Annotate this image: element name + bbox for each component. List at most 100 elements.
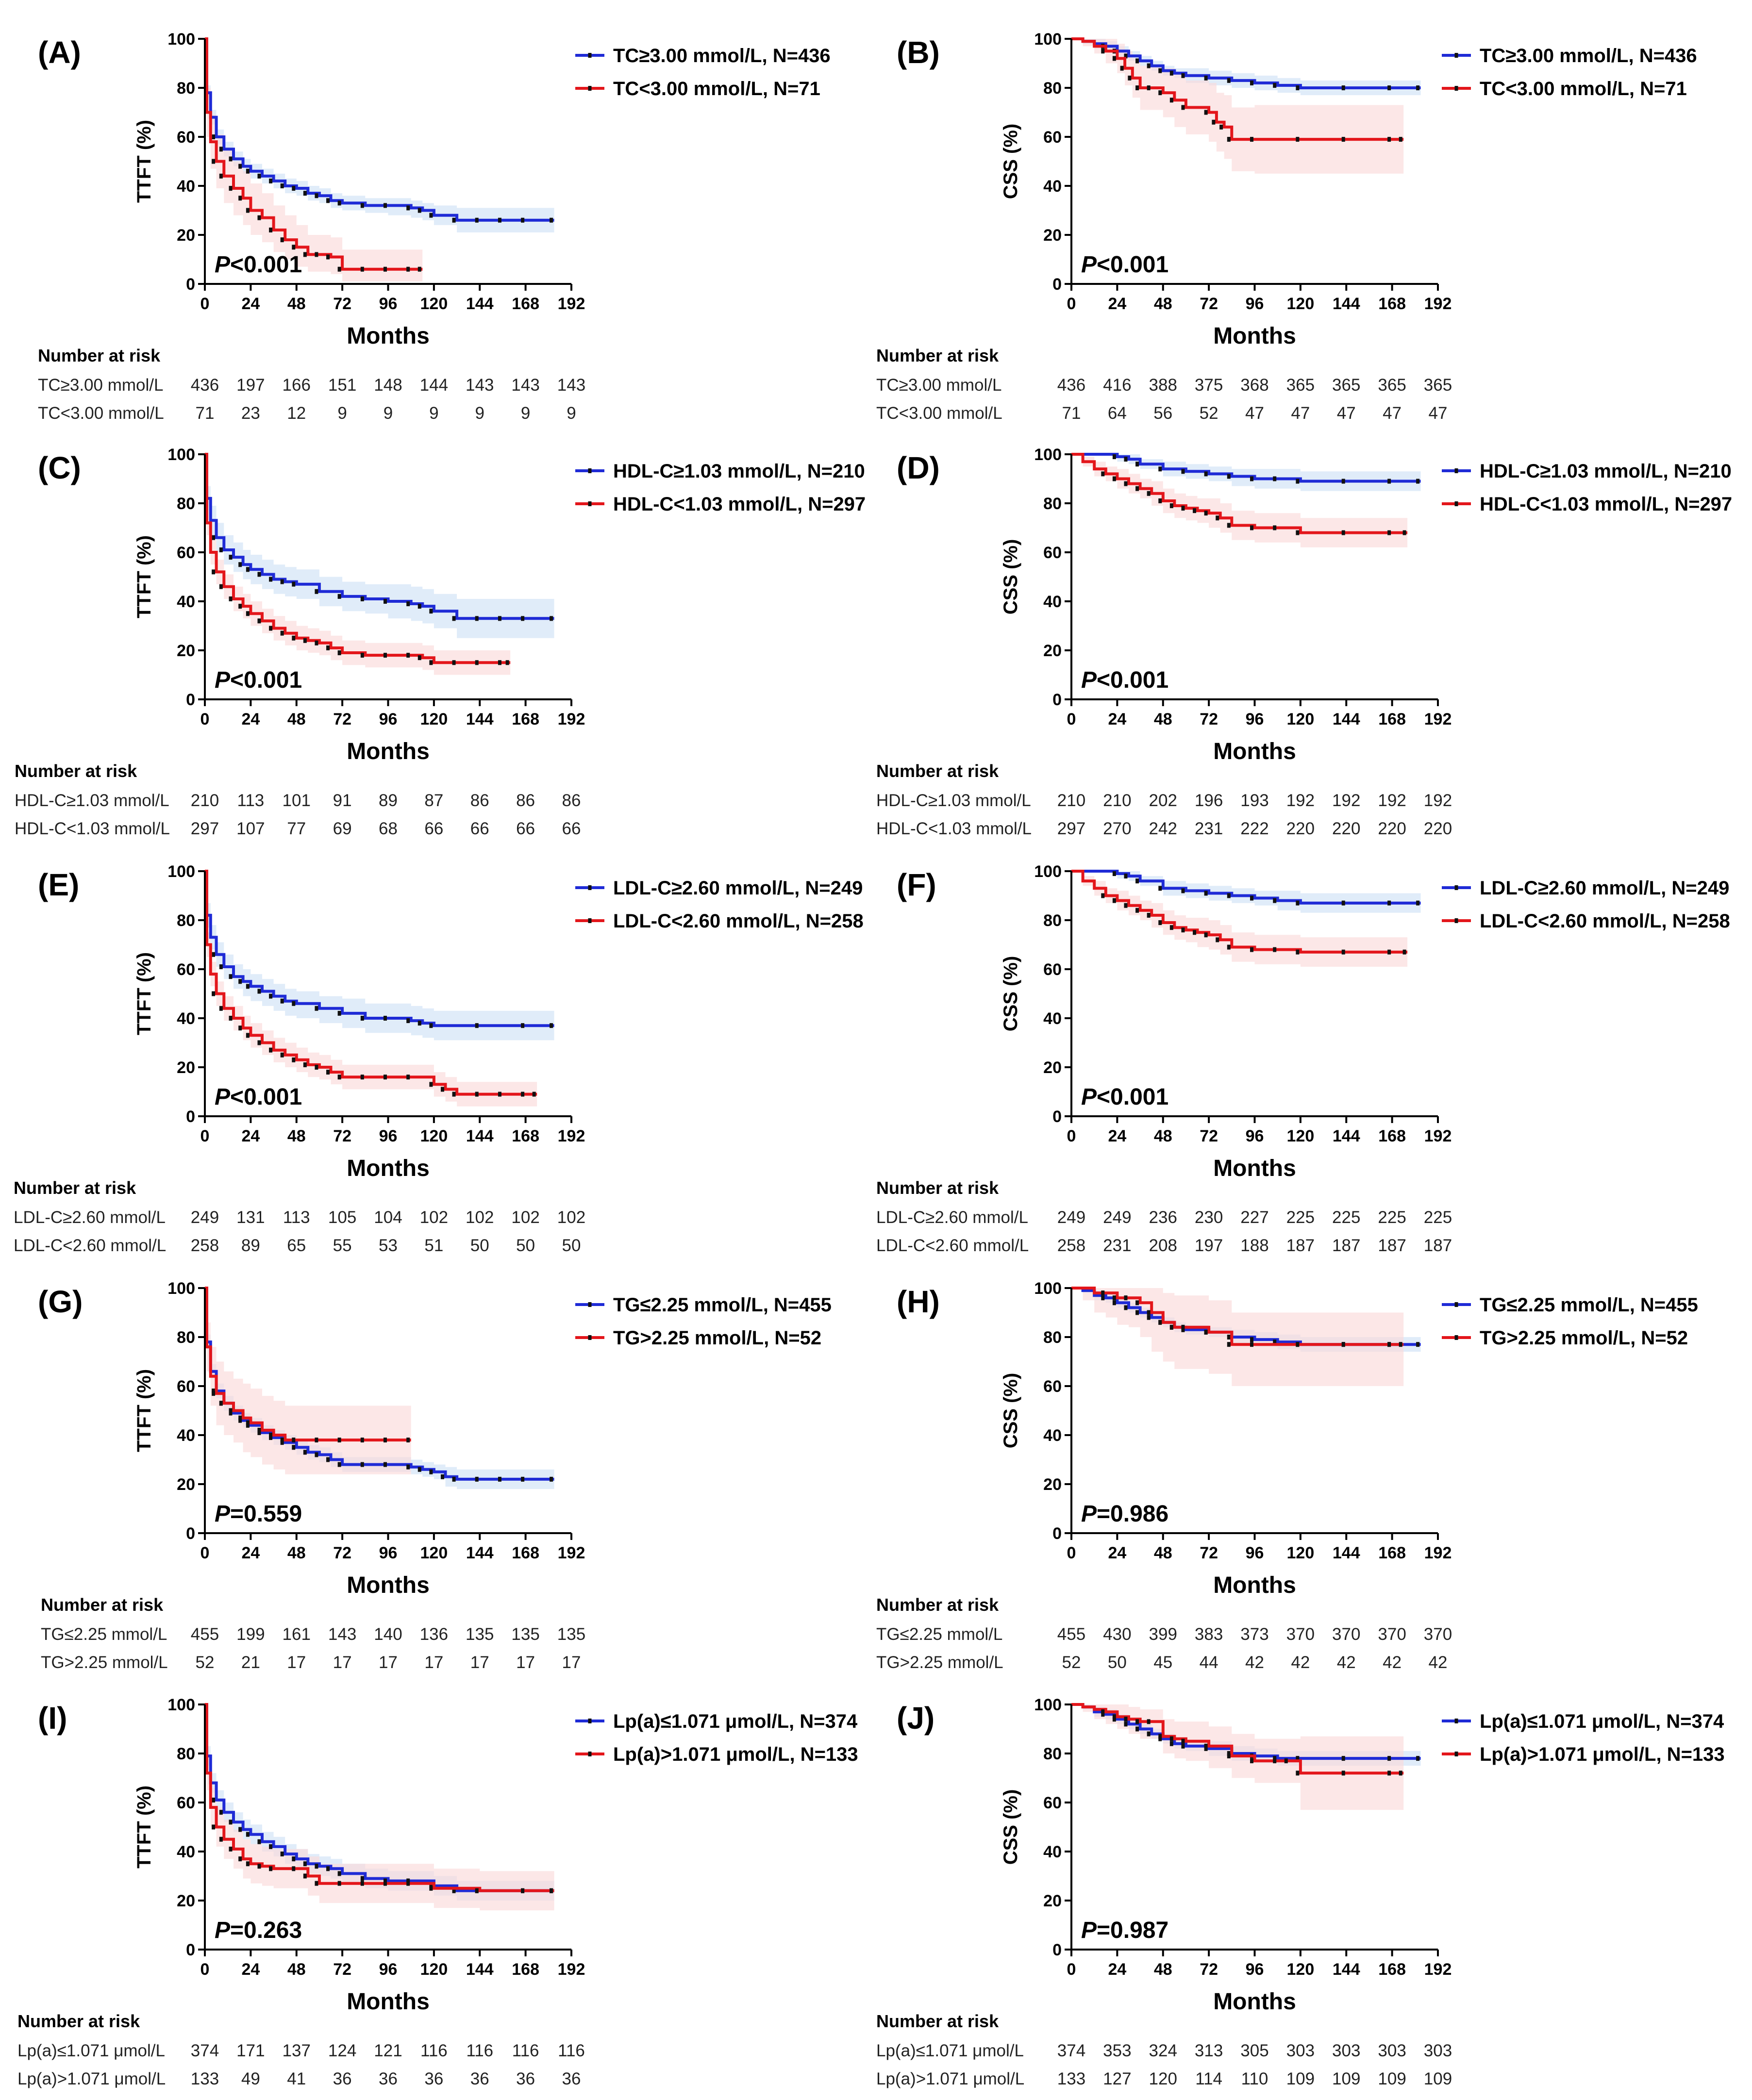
p-symbol: P [1081, 1918, 1097, 1943]
x-tick-label: 48 [287, 1960, 306, 1979]
x-tick-label: 24 [1108, 1960, 1126, 1979]
risk-row-label: Lp(a)≤1.071 μmol/L [876, 2041, 1024, 2060]
risk-count: 353 [1103, 2041, 1131, 2060]
risk-count: 47 [1429, 404, 1448, 423]
y-tick-label: 40 [1043, 593, 1062, 611]
y-tick-label: 20 [1043, 1892, 1062, 1910]
risk-count: 66 [470, 819, 489, 838]
y-axis-title: TTFT (%) [133, 1786, 155, 1869]
risk-count: 56 [1153, 404, 1172, 423]
risk-count: 210 [1103, 791, 1131, 810]
legend-entry: Lp(a)>1.071 μmol/L, N=133 [613, 1744, 858, 1765]
p-number: =0.559 [230, 1501, 302, 1527]
risk-count: 86 [516, 791, 535, 810]
risk-count: 222 [1240, 819, 1268, 838]
y-axis-title: TTFT (%) [133, 1369, 155, 1452]
p-symbol: P [1081, 1084, 1097, 1110]
risk-row-label: TC≥3.00 mmol/L [38, 376, 163, 395]
risk-count: 17 [562, 1653, 581, 1672]
y-axis-title: CSS (%) [1000, 956, 1021, 1032]
risk-count: 303 [1286, 2041, 1315, 2060]
risk-count: 107 [236, 819, 265, 838]
y-tick-label: 60 [1043, 544, 1062, 562]
risk-count: 151 [328, 376, 356, 395]
risk-count: 143 [466, 376, 494, 395]
x-tick-label: 72 [333, 1127, 351, 1145]
risk-count: 45 [1153, 1653, 1172, 1672]
risk-count: 17 [516, 1653, 535, 1672]
risk-count: 42 [1291, 1653, 1310, 1672]
y-tick-label: 0 [186, 1108, 195, 1126]
x-tick-label: 120 [1287, 295, 1315, 313]
risk-count: 104 [374, 1208, 402, 1227]
x-tick-label: 24 [1108, 1544, 1126, 1562]
risk-row-label: LDL-C<2.60 mmol/L [14, 1236, 166, 1255]
p-value: P<0.001 [215, 1084, 302, 1110]
risk-count: 36 [379, 2069, 398, 2088]
risk-count: 370 [1332, 1625, 1360, 1644]
y-tick-label: 100 [167, 446, 195, 464]
risk-table-header: Number at risk [14, 1178, 136, 1198]
x-tick-label: 168 [512, 710, 539, 728]
x-tick-label: 0 [1067, 710, 1076, 728]
y-tick-label: 0 [186, 1941, 195, 1959]
risk-count: 370 [1378, 1625, 1406, 1644]
x-tick-label: 96 [1246, 1960, 1264, 1979]
risk-row-label: TG>2.25 mmol/L [41, 1653, 168, 1672]
x-tick-label: 120 [1287, 1960, 1315, 1979]
km-panel-c: (C) 0 20 40 60 80 100 0 24 48 72 96 120 144 168 192 TTFT… [15, 446, 866, 838]
legend-entry: HDL-C≥1.03 mmol/L, N=210 [1480, 461, 1732, 482]
y-tick-label: 20 [177, 1892, 195, 1910]
x-axis-title: Months [347, 739, 430, 764]
legend-entry: Lp(a)>1.071 μmol/L, N=133 [1480, 1744, 1725, 1765]
x-tick-label: 48 [1154, 1960, 1172, 1979]
x-tick-label: 0 [200, 1960, 210, 1979]
y-axis-title: TTFT (%) [133, 952, 155, 1035]
risk-count: 220 [1332, 819, 1360, 838]
risk-count: 192 [1332, 791, 1360, 810]
km-panel-b: (B) 0 20 40 60 80 100 0 24 48 72 96 120 144 168 192 CSS … [876, 30, 1697, 423]
p-number: =0.263 [230, 1918, 302, 1943]
risk-count: 258 [191, 1236, 219, 1255]
risk-count: 197 [236, 376, 265, 395]
risk-count: 44 [1200, 1653, 1218, 1672]
y-tick-label: 80 [1043, 1328, 1062, 1347]
risk-count: 116 [512, 2041, 539, 2060]
risk-count: 225 [1378, 1208, 1406, 1227]
x-tick-label: 24 [1108, 295, 1126, 313]
x-tick-label: 72 [1200, 710, 1218, 728]
y-axis-title: TTFT (%) [133, 535, 155, 618]
risk-count: 66 [516, 819, 535, 838]
p-value: P=0.263 [215, 1918, 302, 1943]
x-tick-label: 192 [1424, 1544, 1452, 1562]
risk-count: 202 [1149, 791, 1177, 810]
risk-row-label: HDL-C<1.03 mmol/L [876, 819, 1032, 838]
risk-count: 388 [1149, 376, 1177, 395]
x-tick-label: 144 [1333, 1127, 1360, 1145]
x-tick-label: 72 [1200, 1960, 1218, 1979]
risk-count: 365 [1378, 376, 1406, 395]
legend-entry: TG>2.25 mmol/L, N=52 [1480, 1327, 1688, 1349]
risk-count: 47 [1337, 404, 1356, 423]
risk-count: 17 [470, 1653, 489, 1672]
risk-count: 102 [420, 1208, 448, 1227]
y-tick-label: 60 [1043, 1377, 1062, 1396]
risk-count: 52 [1200, 404, 1218, 423]
risk-count: 17 [333, 1653, 352, 1672]
y-tick-label: 60 [1043, 960, 1062, 979]
x-tick-label: 48 [287, 1127, 306, 1145]
risk-count: 89 [241, 1236, 260, 1255]
x-tick-label: 24 [241, 1960, 260, 1979]
y-tick-label: 40 [1043, 1009, 1062, 1028]
km-panel-d: (D) 0 20 40 60 80 100 0 24 48 72 96 120 144 168 192 CSS … [876, 446, 1732, 838]
x-tick-label: 72 [333, 1960, 351, 1979]
y-tick-label: 100 [1034, 30, 1062, 49]
y-tick-label: 0 [186, 691, 195, 709]
y-tick-label: 80 [177, 911, 195, 930]
x-tick-label: 120 [420, 295, 448, 313]
x-tick-label: 144 [1333, 710, 1360, 728]
x-tick-label: 72 [1200, 295, 1218, 313]
y-tick-label: 20 [1043, 642, 1062, 660]
y-tick-label: 80 [177, 79, 195, 98]
legend-entry: TC<3.00 mmol/L, N=71 [1480, 78, 1687, 99]
